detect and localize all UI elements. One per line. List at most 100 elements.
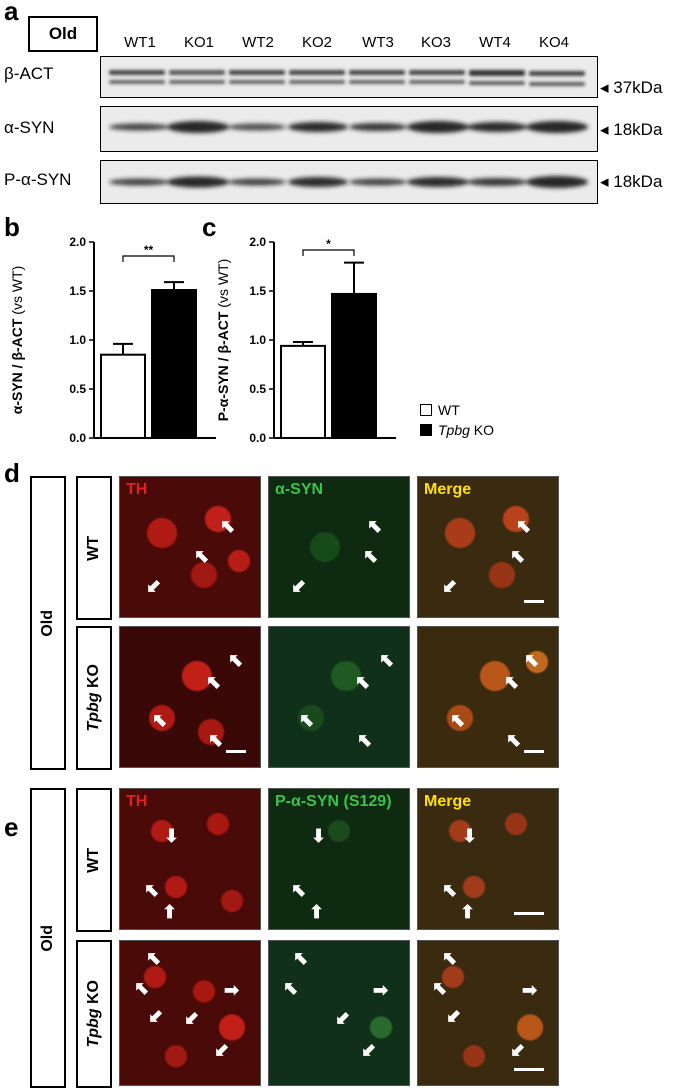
arrow-icon: ⬉ bbox=[152, 710, 168, 730]
bar bbox=[331, 292, 377, 439]
arrow-icon: ⬉ bbox=[208, 730, 224, 750]
arrow-icon: ⬉ bbox=[363, 546, 379, 566]
lane-label: KO4 bbox=[538, 34, 569, 51]
y-axis-label: α-SYN / β-ACT (vs WT) bbox=[9, 266, 25, 415]
y-tick-label: 0.5 bbox=[69, 382, 86, 396]
image-d-wt-merge: Merge ⬉ ⬉ ⬋ bbox=[417, 476, 559, 618]
y-axis-label: P-α-SYN / β-ACT (vs WT) bbox=[215, 259, 231, 422]
arrow-icon: ⬆ bbox=[460, 902, 476, 922]
arrow-icon: ⬉ bbox=[367, 516, 383, 536]
arrow-icon: ➡ bbox=[373, 980, 389, 1000]
legend-ko: Tpbg KO bbox=[420, 422, 494, 438]
channel-label: P-α-SYN (S129) bbox=[275, 793, 392, 810]
group-label-box-d: Old bbox=[30, 476, 66, 770]
blot-bact bbox=[100, 56, 598, 98]
scale-bar bbox=[524, 750, 544, 753]
significance-bracket bbox=[122, 255, 175, 262]
scale-bar bbox=[226, 750, 246, 753]
lane-labels: WT1 KO1 WT2 KO2 WT3 KO3 WT4 KO4 bbox=[100, 34, 596, 54]
arrow-icon: ⬋ bbox=[335, 1008, 351, 1028]
panel-b-letter: b bbox=[4, 212, 20, 242]
arrow-icon: ⬋ bbox=[214, 1040, 230, 1060]
lane-label: WT3 bbox=[362, 34, 394, 51]
arrow-icon: ⬉ bbox=[146, 948, 162, 968]
arrow-icon: ⬉ bbox=[432, 978, 448, 998]
arrow-icon: ⬉ bbox=[220, 516, 236, 536]
arrow-icon: ⬉ bbox=[442, 880, 458, 900]
arrow-icon: ⬉ bbox=[379, 650, 395, 670]
y-tick-label: 1.0 bbox=[69, 333, 86, 347]
panel-a-letter: a bbox=[4, 0, 19, 26]
lane-label: WT4 bbox=[479, 34, 511, 51]
image-d-ko-syn: ⬉ ⬉ ⬉ ⬉ bbox=[268, 626, 410, 768]
arrow-icon: ⬋ bbox=[361, 1040, 377, 1060]
arrow-icon: ⬉ bbox=[355, 672, 371, 692]
arrow-icon: ⬉ bbox=[516, 516, 532, 536]
channel-label: TH bbox=[126, 481, 148, 498]
panel-d-letter: d bbox=[4, 458, 20, 488]
panel-c-letter: c bbox=[202, 212, 217, 242]
image-e-ko-th: ⬉ ⬉ ⬋ ⬋ ➡ ⬋ bbox=[119, 940, 261, 1086]
y-tick-label: 0.0 bbox=[249, 431, 266, 445]
lane-label: WT2 bbox=[242, 34, 274, 51]
row-label-box-e-ko: Tpbg KO bbox=[76, 940, 112, 1088]
bar bbox=[151, 289, 197, 439]
row-label-box-d-ko: Tpbg KO bbox=[76, 626, 112, 770]
arrow-icon: ⬉ bbox=[291, 880, 307, 900]
kda-37: ◂ 37kDa bbox=[600, 78, 663, 97]
y-tick-label: 1.5 bbox=[69, 284, 86, 298]
arrow-icon: ⬇ bbox=[462, 826, 478, 846]
blot-asyn-bands bbox=[109, 121, 588, 133]
legend-label-wt: WT bbox=[438, 402, 460, 418]
image-e-wt-th: TH ⬇ ⬉ ⬆ bbox=[119, 788, 261, 930]
arrow-icon: ⬉ bbox=[510, 546, 526, 566]
arrow-icon: ➡ bbox=[224, 980, 240, 1000]
row-label-e-ko: Tpbg KO bbox=[85, 980, 102, 1048]
group-label-box-e: Old bbox=[30, 788, 66, 1088]
image-e-ko-psyn: ⬉ ⬉ ⬋ ➡ ⬋ bbox=[268, 940, 410, 1086]
y-tick-label: 1.5 bbox=[249, 284, 266, 298]
blot-label-pasyn: P-α-SYN bbox=[4, 170, 72, 189]
legend-swatch-ko bbox=[420, 424, 432, 436]
arrow-icon: ⬉ bbox=[293, 948, 309, 968]
blot-pasyn-bands bbox=[109, 176, 588, 188]
arrow-icon: ⬉ bbox=[442, 948, 458, 968]
y-tick-label: 0.0 bbox=[69, 431, 86, 445]
significance-bracket bbox=[302, 249, 355, 256]
lane-label: KO3 bbox=[420, 34, 451, 51]
panel-e-letter: e bbox=[4, 812, 19, 842]
arrow-icon: ⬋ bbox=[291, 576, 307, 596]
lane-label: KO2 bbox=[301, 34, 332, 51]
image-e-wt-psyn: P-α-SYN (S129) ⬇ ⬉ ⬆ bbox=[268, 788, 410, 930]
channel-label: α-SYN bbox=[275, 481, 324, 498]
arrow-icon: ⬉ bbox=[504, 672, 520, 692]
kda-18-b: ◂ 18kDa bbox=[600, 172, 663, 191]
arrow-icon: ⬆ bbox=[309, 902, 325, 922]
arrow-icon: ⬉ bbox=[283, 978, 299, 998]
bar bbox=[100, 353, 146, 439]
group-label: Old bbox=[48, 24, 78, 43]
row-label-d-ko: Tpbg KO bbox=[85, 664, 102, 732]
arrow-icon: ⬇ bbox=[164, 826, 180, 846]
arrow-icon: ⬋ bbox=[510, 1040, 526, 1060]
chart-c: 0.0 0.5 1.0 1.5 2.0 P-α-SYN / β-ACT (vs WT) * bbox=[215, 235, 396, 445]
channel-label: TH bbox=[126, 793, 148, 810]
y-tick-label: 0.5 bbox=[249, 382, 266, 396]
image-d-wt-syn: α-SYN ⬉ ⬉ ⬋ bbox=[268, 476, 410, 618]
legend-wt: WT bbox=[420, 402, 460, 418]
legend-label-ko: Tpbg KO bbox=[438, 422, 495, 438]
arrow-icon: ⬉ bbox=[144, 880, 160, 900]
arrow-icon: ⬆ bbox=[162, 902, 178, 922]
channel-label: Merge bbox=[424, 481, 472, 498]
lane-label: KO1 bbox=[183, 34, 214, 51]
row-label-e-wt: WT bbox=[85, 847, 102, 873]
arrow-icon: ⬋ bbox=[184, 1008, 200, 1028]
arrow-icon: ⬉ bbox=[228, 650, 244, 670]
arrow-icon: ⬋ bbox=[446, 1006, 462, 1026]
chart-b: 0.0 0.5 1.0 1.5 2.0 α-SYN / β-ACT (vs WT) ** bbox=[9, 235, 216, 445]
channel-label: Merge bbox=[424, 793, 472, 810]
arrow-icon: ⬉ bbox=[524, 650, 540, 670]
image-d-ko-merge: ⬉ ⬉ ⬉ ⬉ bbox=[417, 626, 559, 768]
arrow-icon: ➡ bbox=[522, 980, 538, 1000]
image-d-wt-th: TH ⬉ ⬉ ⬋ bbox=[119, 476, 261, 618]
